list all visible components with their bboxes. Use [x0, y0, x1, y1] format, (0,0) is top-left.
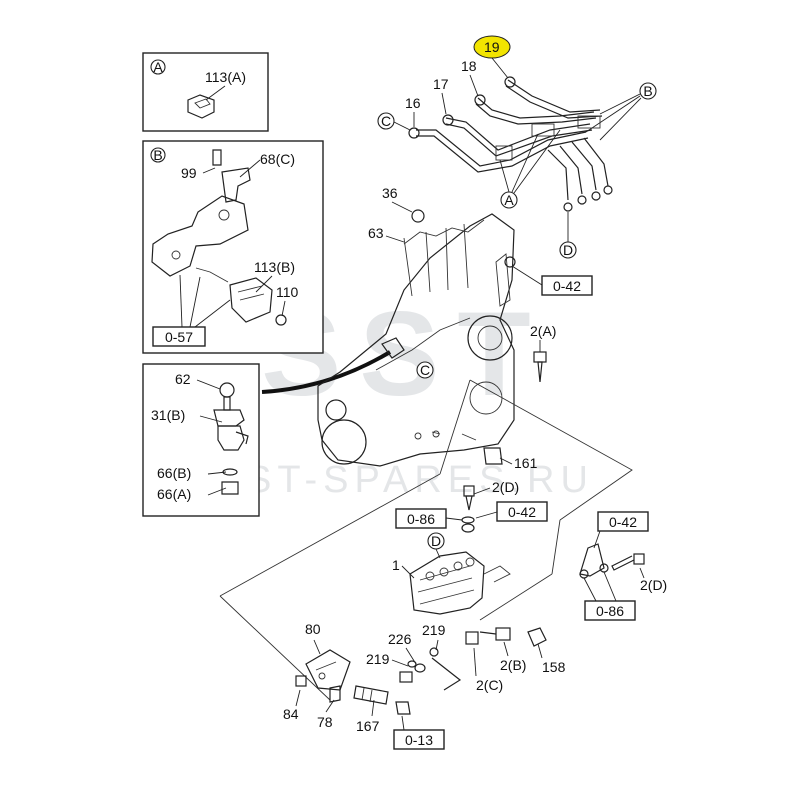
callout-80[interactable]: 80: [305, 621, 321, 637]
callout-78[interactable]: 78: [317, 714, 333, 730]
callout-36[interactable]: 36: [382, 185, 398, 201]
callout-167[interactable]: 167: [356, 718, 380, 734]
ref-0-86-right[interactable]: 0-86: [596, 603, 624, 619]
inset-a-part: 113(A): [205, 69, 246, 85]
callout-226[interactable]: 226: [388, 631, 412, 647]
inset-b-part-99: 99: [181, 165, 197, 181]
letter-c-top: C: [381, 113, 391, 129]
bracket-80-icon: [305, 649, 351, 691]
inset-c-part-66b: 66(B): [157, 465, 191, 481]
injection-pipes: [408, 76, 613, 212]
callout-2c[interactable]: 2(C): [476, 677, 503, 693]
inset-b: B 99 68(C) 113(B) 110 0-57: [142, 140, 324, 354]
inset-b-part-68c: 68(C): [260, 151, 295, 167]
inset-b-part-110: 110: [276, 284, 299, 300]
inset-a-letter: A: [153, 59, 163, 75]
ref-0-42-mid[interactable]: 0-42: [508, 504, 536, 520]
assembly-outline: [219, 379, 633, 701]
inset-b-ref: 0-57: [165, 329, 193, 345]
callout-16[interactable]: 16: [405, 95, 421, 111]
inset-c: 62 31(B) 66(B) 66(A): [142, 363, 260, 517]
injection-pump: [409, 551, 511, 615]
callout-19[interactable]: 19: [484, 39, 500, 55]
inset-c-part-62: 62: [175, 371, 191, 387]
callout-2a[interactable]: 2(A): [530, 323, 556, 339]
callout-63[interactable]: 63: [368, 225, 384, 241]
ref-0-42-right[interactable]: 0-42: [609, 514, 637, 530]
callout-1[interactable]: 1: [392, 557, 400, 573]
callout-17[interactable]: 17: [433, 76, 449, 92]
callout-2d-right[interactable]: 2(D): [640, 577, 667, 593]
injector-part-icon: [213, 382, 249, 495]
letter-d-top: D: [563, 242, 573, 258]
letter-d-pump: D: [431, 533, 441, 549]
bolt-2a-icon: [533, 351, 547, 383]
inset-c-part-66a: 66(A): [157, 486, 191, 502]
bracket-part-icon: [151, 149, 287, 326]
inset-c-part-31b: 31(B): [151, 407, 185, 423]
inset-b-letter: B: [153, 147, 162, 163]
callout-161[interactable]: 161: [514, 455, 538, 471]
ref-0-42-engine[interactable]: 0-42: [553, 278, 581, 294]
letter-a-top: A: [504, 192, 514, 208]
letter-b-top: B: [643, 83, 652, 99]
callout-219-top[interactable]: 219: [422, 622, 446, 638]
fittings-icon: [399, 647, 462, 691]
watermark-site: ST-SPARES.RU: [246, 459, 594, 501]
callout-2d-top[interactable]: 2(D): [492, 479, 519, 495]
ref-0-13[interactable]: 0-13: [405, 732, 433, 748]
callout-219-bottom[interactable]: 219: [366, 651, 390, 667]
inset-a: A 113(A): [142, 52, 269, 132]
engine-block: [317, 209, 515, 467]
ref-0-86-left[interactable]: 0-86: [407, 511, 435, 527]
clip-part-icon: [187, 94, 215, 119]
inset-b-part-113b: 113(B): [254, 259, 295, 275]
callout-158[interactable]: 158: [542, 659, 566, 675]
letter-c-engine: C: [420, 362, 430, 378]
callout-2b[interactable]: 2(B): [500, 657, 526, 673]
callout-84[interactable]: 84: [283, 706, 299, 722]
callout-18[interactable]: 18: [461, 58, 477, 74]
